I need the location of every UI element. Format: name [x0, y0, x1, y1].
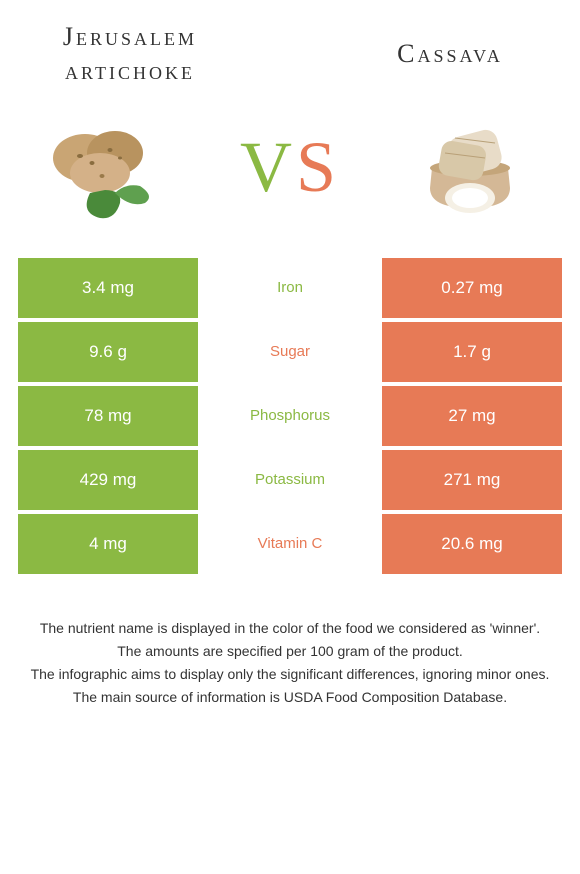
left-value-cell: 9.6 g [18, 322, 198, 382]
vs-label: VS [240, 126, 340, 209]
footer-line: The amounts are specified per 100 gram o… [8, 641, 572, 662]
footer-line: The main source of information is USDA F… [8, 687, 572, 708]
nutrient-cell: Iron [198, 258, 382, 318]
vs-v-letter: V [240, 127, 296, 207]
footer-line: The nutrient name is displayed in the co… [8, 618, 572, 639]
right-value-cell: 27 mg [382, 386, 562, 446]
nutrient-cell: Phosphorus [198, 386, 382, 446]
footer-line: The infographic aims to display only the… [8, 664, 572, 685]
left-value-cell: 78 mg [18, 386, 198, 446]
left-value-cell: 3.4 mg [18, 258, 198, 318]
right-value-cell: 271 mg [382, 450, 562, 510]
right-value-cell: 1.7 g [382, 322, 562, 382]
table-row: 9.6 g Sugar 1.7 g [18, 322, 562, 382]
header: JERUSALEM ARTICHOKE CASSAVA [0, 0, 580, 88]
vs-s-letter: S [296, 127, 340, 207]
comparison-table: 3.4 mg Iron 0.27 mg 9.6 g Sugar 1.7 g 78… [0, 258, 580, 574]
right-food-image [390, 108, 550, 228]
nutrient-cell: Sugar [198, 322, 382, 382]
table-row: 4 mg Vitamin C 20.6 mg [18, 514, 562, 574]
left-value-cell: 429 mg [18, 450, 198, 510]
table-row: 78 mg Phosphorus 27 mg [18, 386, 562, 446]
footer-text: The nutrient name is displayed in the co… [0, 578, 580, 708]
nutrient-cell: Potassium [198, 450, 382, 510]
images-row: VS [0, 88, 580, 258]
table-row: 3.4 mg Iron 0.27 mg [18, 258, 562, 318]
right-food-title: CASSAVA [350, 39, 550, 69]
left-food-image [30, 108, 190, 228]
nutrient-cell: Vitamin C [198, 514, 382, 574]
left-food-title: JERUSALEM ARTICHOKE [30, 20, 230, 88]
right-value-cell: 0.27 mg [382, 258, 562, 318]
left-value-cell: 4 mg [18, 514, 198, 574]
right-value-cell: 20.6 mg [382, 514, 562, 574]
table-row: 429 mg Potassium 271 mg [18, 450, 562, 510]
